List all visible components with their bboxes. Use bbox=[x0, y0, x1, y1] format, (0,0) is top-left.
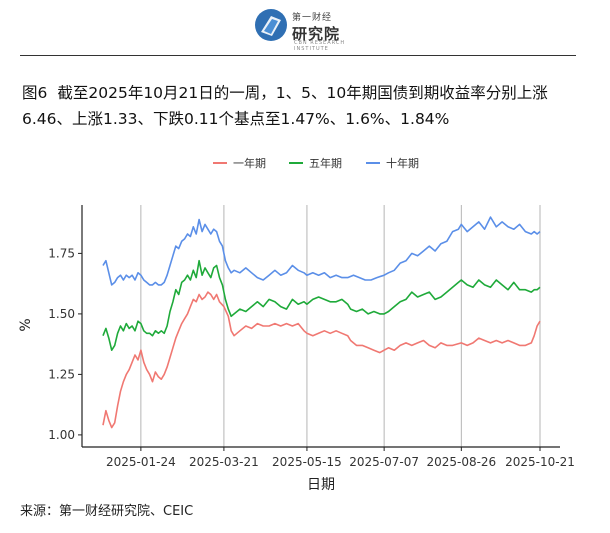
figure-title: 图6 截至2025年10月21日的一周，1、5、10年期国债到期收益率分别上涨6.… bbox=[22, 80, 587, 132]
header-divider bbox=[20, 55, 576, 56]
logo-main-text: 研究院 bbox=[292, 25, 341, 43]
x-tick-labels: 2025-01-24 2025-03-21 2025-05-15 2025-07-07… bbox=[106, 447, 575, 469]
y-tick-label: 1.50 bbox=[48, 307, 75, 321]
series-line-3 bbox=[102, 216, 541, 286]
x-tick-label: 2025-07-07 bbox=[349, 455, 419, 469]
legend-label-2: 五年期 bbox=[309, 156, 342, 170]
y-tick-label: 1.75 bbox=[48, 246, 75, 260]
logo-top-text: 第一财经 bbox=[292, 13, 333, 23]
legend-label-1: 一年期 bbox=[233, 156, 266, 170]
chart-legend: 一年期 五年期 十年期 bbox=[213, 156, 419, 170]
figure-title-text: 截至2025年10月21日的一周，1、5、10年期国债到期收益率分别上涨6.46… bbox=[22, 84, 548, 128]
x-axis-title: 日期 bbox=[307, 477, 335, 493]
source-note: 来源：第一财经研究院、CEIC bbox=[20, 504, 194, 519]
vertical-gridlines bbox=[140, 205, 541, 447]
x-tick-label: 2025-08-26 bbox=[426, 455, 496, 469]
book-emblem-icon bbox=[255, 9, 287, 41]
chart-axes bbox=[81, 205, 560, 448]
y-axis-title: % bbox=[18, 318, 34, 331]
logo-tag-text: CBN RESEARCH INSTITUTE bbox=[294, 40, 346, 52]
series-lines bbox=[102, 216, 541, 429]
y-tick-label: 1.25 bbox=[48, 367, 75, 381]
y-tick-label: 1.00 bbox=[48, 428, 75, 442]
x-tick-label: 2025-05-15 bbox=[272, 455, 342, 469]
figure-number: 图6 bbox=[22, 84, 48, 102]
y-tick-labels: 1.00 1.25 1.50 1.75 bbox=[48, 246, 82, 442]
yield-line-chart: 一年期 五年期 十年期 1.001.251.501.75 2025-01-24 202… bbox=[18, 156, 575, 493]
x-tick-label: 2025-03-21 bbox=[189, 455, 259, 469]
x-tick-label: 2025-01-24 bbox=[106, 455, 176, 469]
x-tick-label: 2025-10-21 bbox=[505, 455, 575, 469]
research-institute-logo: 第一财经 研究院 CBN RESEARCH INSTITUTE bbox=[252, 6, 362, 52]
series-line-1 bbox=[102, 291, 541, 429]
legend-label-3: 十年期 bbox=[386, 156, 419, 170]
series-line-2 bbox=[102, 259, 541, 351]
